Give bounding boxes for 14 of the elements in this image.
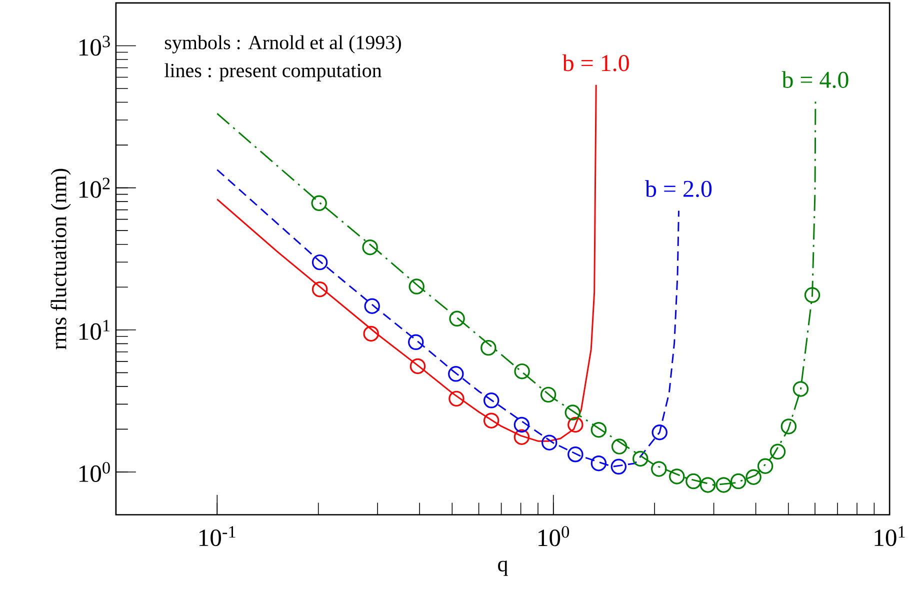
series-label: b = 4.0	[782, 71, 848, 88]
y-tick-label: 10$^{0}$	[79, 462, 110, 482]
series-label: b = 1.0	[562, 54, 629, 72]
x-tick-label: 10$^{0}$	[538, 526, 570, 546]
y-tick-label: 10$^{1}$	[79, 320, 110, 340]
y-tick-label: 10$^{3}$	[79, 36, 110, 56]
x-axis-title: q	[498, 560, 508, 576]
annotation: symbols : Arnold et al (1993)	[165, 35, 401, 54]
x-tick-label: 10$^{1}$	[874, 526, 905, 546]
y-axis-title: rms fluctuation (nm)	[50, 168, 71, 350]
x-tick-label: 10$^{-1}$	[199, 526, 236, 546]
annotation: lines : present computation	[164, 63, 382, 82]
series-label: b = 2.0	[644, 180, 712, 198]
y-tick-label: 10$^{2}$	[79, 178, 110, 198]
